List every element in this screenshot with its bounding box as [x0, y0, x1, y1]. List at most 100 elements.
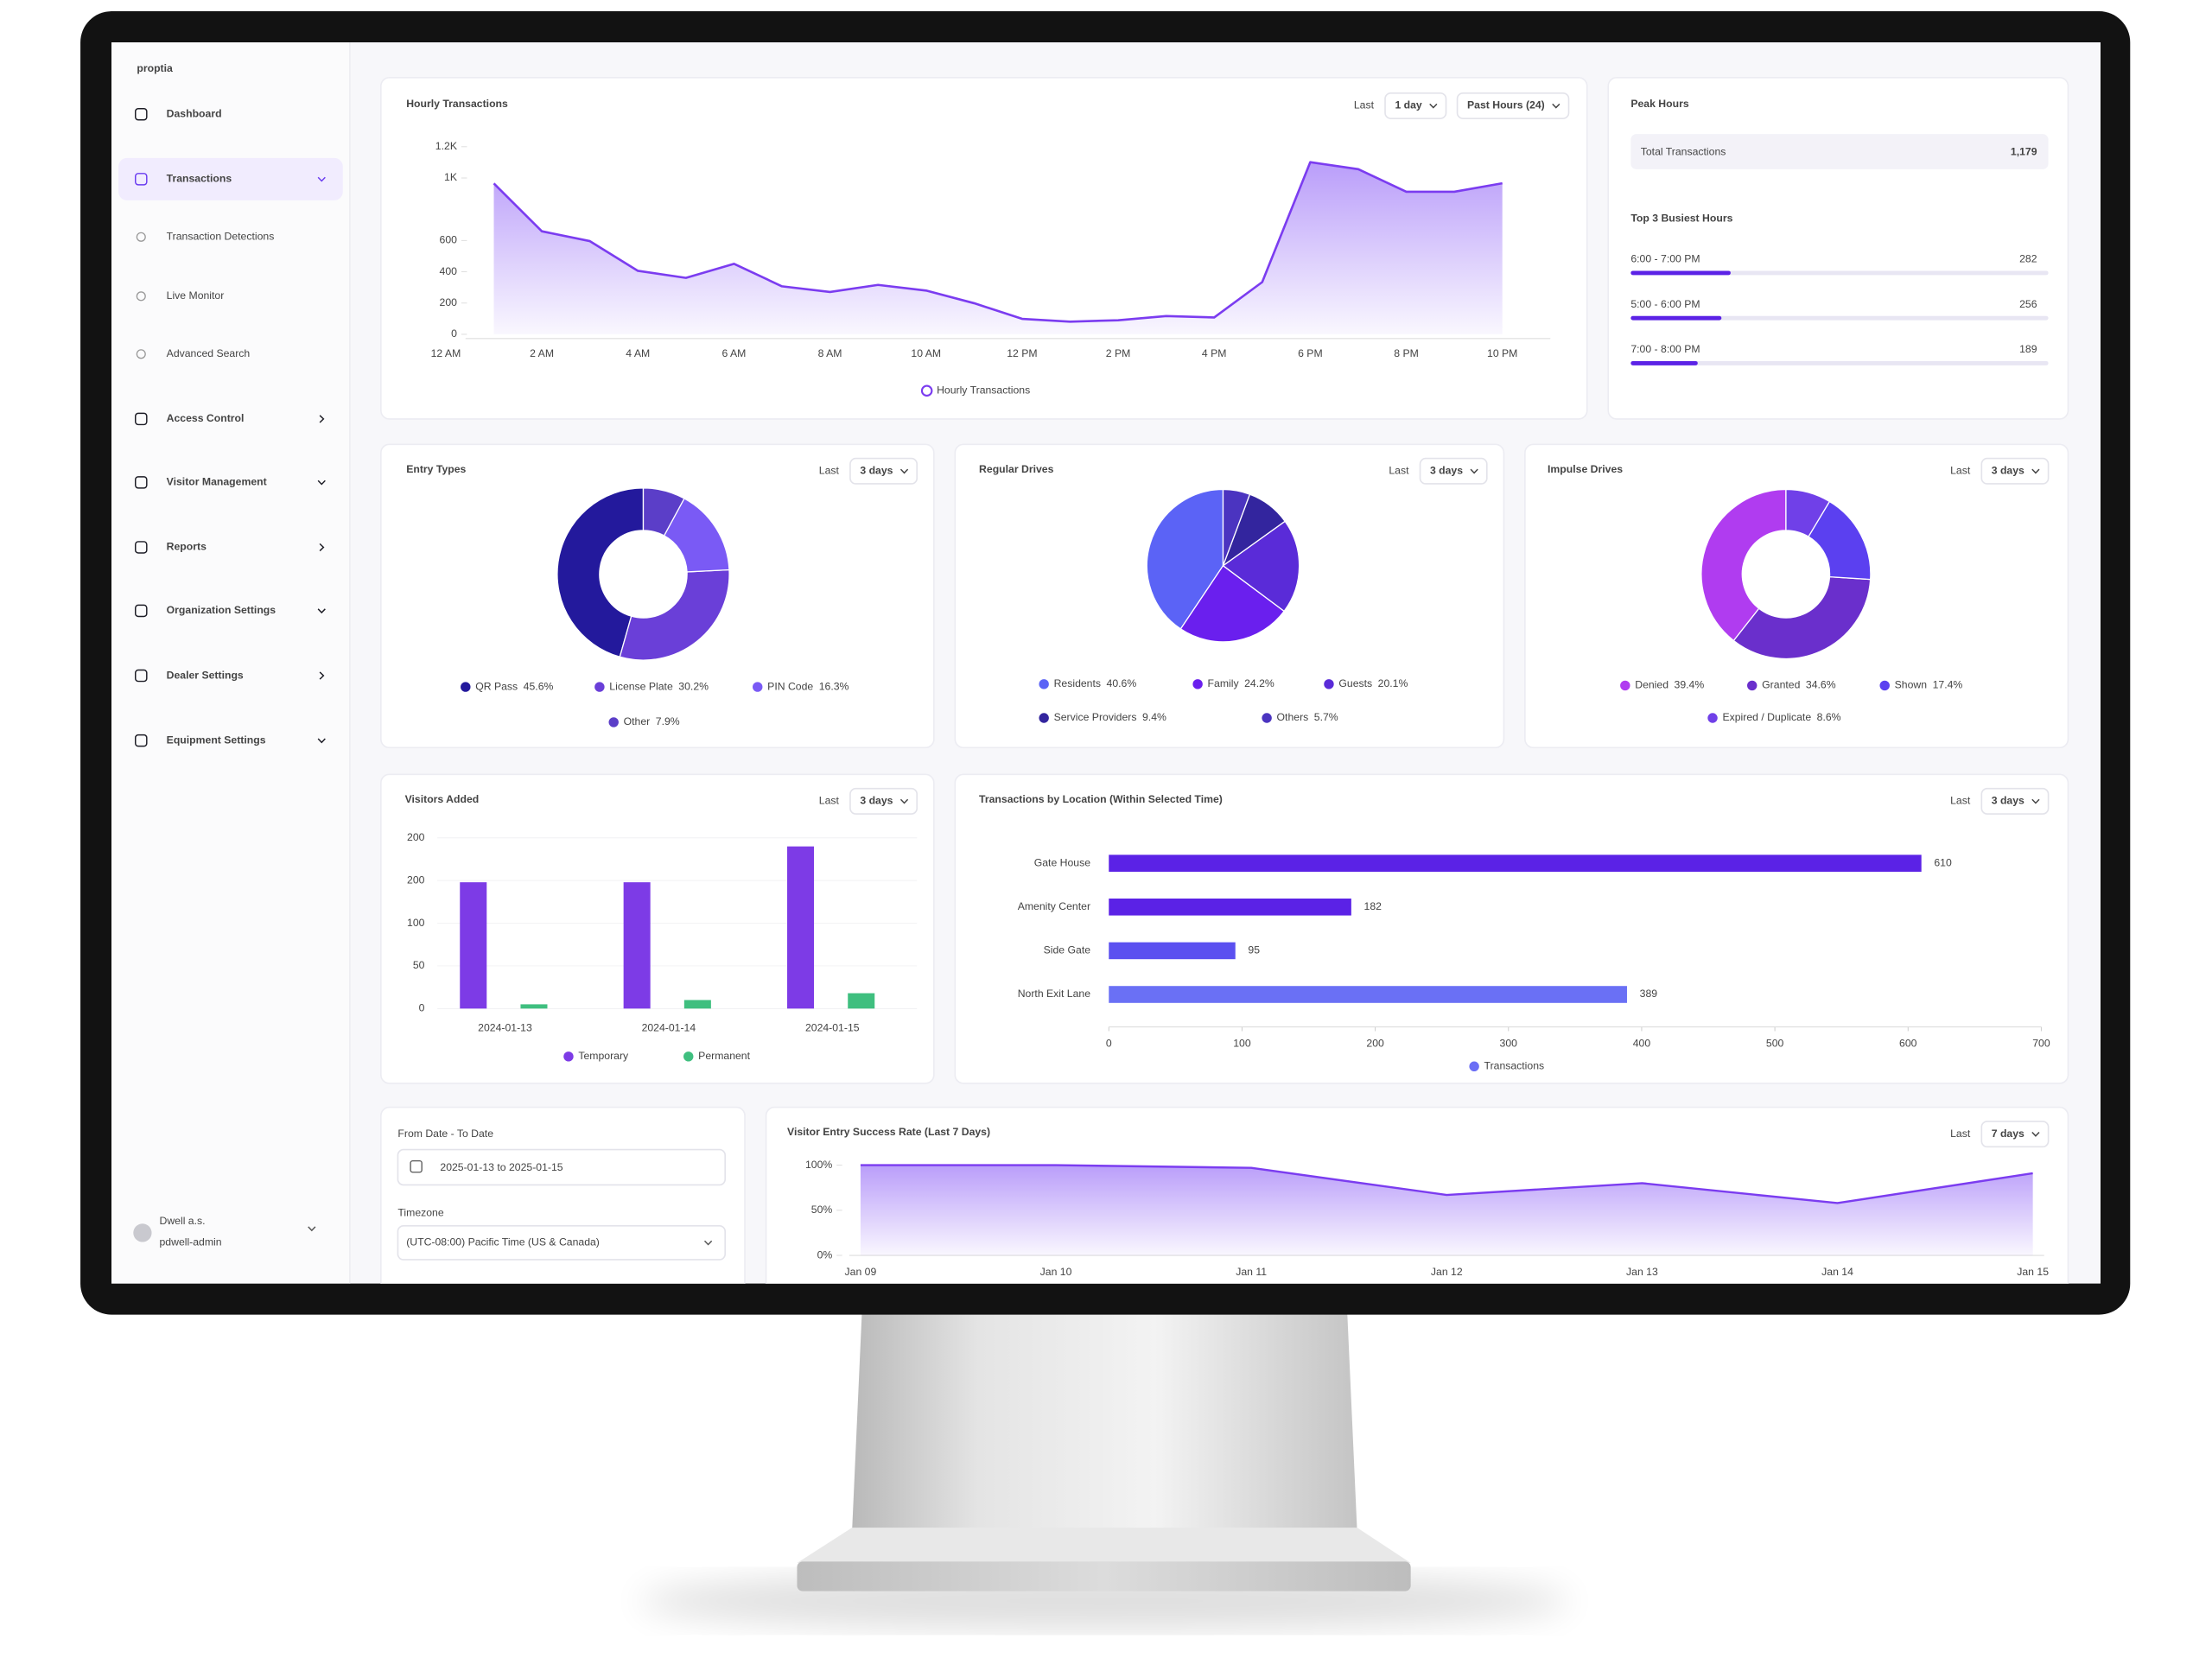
- date-input[interactable]: [397, 1148, 727, 1186]
- dropdown-label: 1 day: [1395, 99, 1421, 111]
- dropdown-label: 3 days: [1430, 465, 1463, 477]
- legend-value: 34.6%: [1806, 679, 1836, 691]
- nav-item[interactable]: Reports: [167, 541, 207, 553]
- bar: [1109, 986, 1627, 1003]
- nav-icon: [135, 541, 148, 554]
- legend-dot: [1707, 713, 1718, 723]
- hour-value: 282: [2019, 253, 2037, 265]
- dropdown[interactable]: [1419, 457, 1488, 485]
- nav-item[interactable]: Organization Settings: [167, 604, 276, 616]
- hour-track: [1630, 315, 2049, 321]
- legend-dot: [1747, 680, 1758, 691]
- nav-item[interactable]: Access Control: [167, 412, 245, 424]
- x-tick-label: 100: [1233, 1037, 1251, 1049]
- control-label: Last: [1389, 465, 1409, 477]
- card: [1607, 76, 2069, 420]
- bar: [848, 993, 875, 1009]
- hour-label: 5:00 - 6:00 PM: [1630, 298, 1700, 310]
- x-tick-label: Jan 13: [1626, 1266, 1658, 1278]
- nav-item[interactable]: Equipment Settings: [167, 734, 266, 746]
- x-tick-label: Jan 10: [1040, 1266, 1072, 1278]
- timezone-select[interactable]: [397, 1224, 727, 1261]
- x-tick-label: 8 PM: [1394, 347, 1419, 359]
- nav-item[interactable]: Visitor Management: [167, 476, 267, 488]
- legend-value: 39.4%: [1675, 679, 1705, 691]
- legend-value: 45.6%: [524, 680, 554, 692]
- legend-value: 5.7%: [1314, 711, 1338, 723]
- legend-label: Temporary: [578, 1050, 629, 1062]
- legend-dot: [594, 682, 605, 692]
- nav-icon: [135, 107, 148, 121]
- card-title: Hourly Transactions: [406, 98, 508, 110]
- x-tick-label: 2024-01-13: [478, 1021, 532, 1033]
- dropdown[interactable]: [1980, 457, 2050, 485]
- dropdown[interactable]: [1980, 787, 2050, 815]
- dropdown[interactable]: [849, 787, 918, 815]
- x-tick-label: 12 PM: [1007, 347, 1037, 359]
- legend-label: Transactions: [1484, 1060, 1545, 1072]
- nav-icon: [135, 412, 148, 426]
- legend-dot: [1039, 713, 1049, 723]
- nav-icon: [135, 669, 148, 683]
- nav-item[interactable]: Dealer Settings: [167, 669, 244, 681]
- y-tick-label: 200: [407, 831, 425, 843]
- legend-value: 40.6%: [1107, 677, 1137, 689]
- x-tick-label: Jan 14: [1821, 1266, 1853, 1278]
- control-label: Last: [819, 465, 840, 477]
- legend-label: Permanent: [698, 1050, 750, 1062]
- control-label: Last: [819, 795, 840, 807]
- legend-marker: [920, 384, 933, 397]
- legend-label: QR Pass: [475, 680, 518, 692]
- screen: proptia Dashboard Transactions Transaction …: [111, 41, 2101, 1284]
- y-tick-label: 0%: [817, 1248, 833, 1261]
- total-value: 1,179: [2011, 146, 2037, 158]
- nav-icon: [135, 476, 148, 489]
- nav-icon: [136, 291, 146, 302]
- y-tick-label: 0: [451, 327, 457, 340]
- nav-item[interactable]: Advanced Search: [167, 347, 251, 359]
- total-label: Total Transactions: [1641, 146, 1726, 158]
- legend-dot: [1192, 679, 1203, 689]
- legend-value: 17.4%: [1933, 679, 1963, 691]
- y-tick-label: Side Gate: [1044, 944, 1091, 956]
- dropdown[interactable]: [1456, 92, 1570, 119]
- chevron: [317, 608, 326, 614]
- hour-bar: [1630, 360, 1698, 365]
- data-label: 95: [1248, 944, 1260, 956]
- hour-track: [1630, 270, 2049, 276]
- legend-dot: [1324, 679, 1334, 689]
- bar: [1109, 898, 1351, 916]
- nav-item[interactable]: Dashboard: [167, 107, 222, 119]
- dropdown[interactable]: [1384, 92, 1447, 119]
- x-tick-label: 6 PM: [1298, 347, 1323, 359]
- y-tick-label: Gate House: [1034, 856, 1090, 868]
- chevron: [899, 468, 909, 474]
- x-tick-label: 600: [1899, 1037, 1917, 1049]
- chevron: [2031, 798, 2040, 804]
- field-label: Timezone: [397, 1206, 443, 1218]
- hour-label: 7:00 - 8:00 PM: [1630, 343, 1700, 355]
- stand-neck: [852, 1312, 1357, 1531]
- chevron: [899, 798, 909, 804]
- legend-value: 9.4%: [1142, 711, 1166, 723]
- avatar: [133, 1223, 152, 1242]
- dropdown[interactable]: [1980, 1121, 2050, 1148]
- nav-item[interactable]: Live Monitor: [167, 289, 225, 302]
- legend-label: Shown: [1895, 679, 1928, 691]
- legend-dot: [608, 717, 619, 727]
- nav-item[interactable]: Transaction Detections: [167, 231, 275, 243]
- legend-label: Guests: [1338, 677, 1372, 689]
- legend-value: 7.9%: [656, 715, 680, 727]
- nav-item[interactable]: Transactions: [167, 173, 232, 185]
- date-value: 2025-01-13 to 2025-01-15: [440, 1161, 563, 1173]
- chevron: [2031, 1132, 2040, 1137]
- x-tick-label: Jan 12: [1431, 1266, 1463, 1278]
- dropdown[interactable]: [849, 457, 918, 485]
- legend-dot: [1262, 713, 1272, 723]
- user-name: Dwell a.s.: [160, 1215, 206, 1227]
- x-tick-label: 2 PM: [1106, 347, 1131, 359]
- legend-label: Expired / Duplicate: [1722, 711, 1811, 723]
- slice: [1222, 488, 1251, 566]
- hour-value: 256: [2019, 298, 2037, 310]
